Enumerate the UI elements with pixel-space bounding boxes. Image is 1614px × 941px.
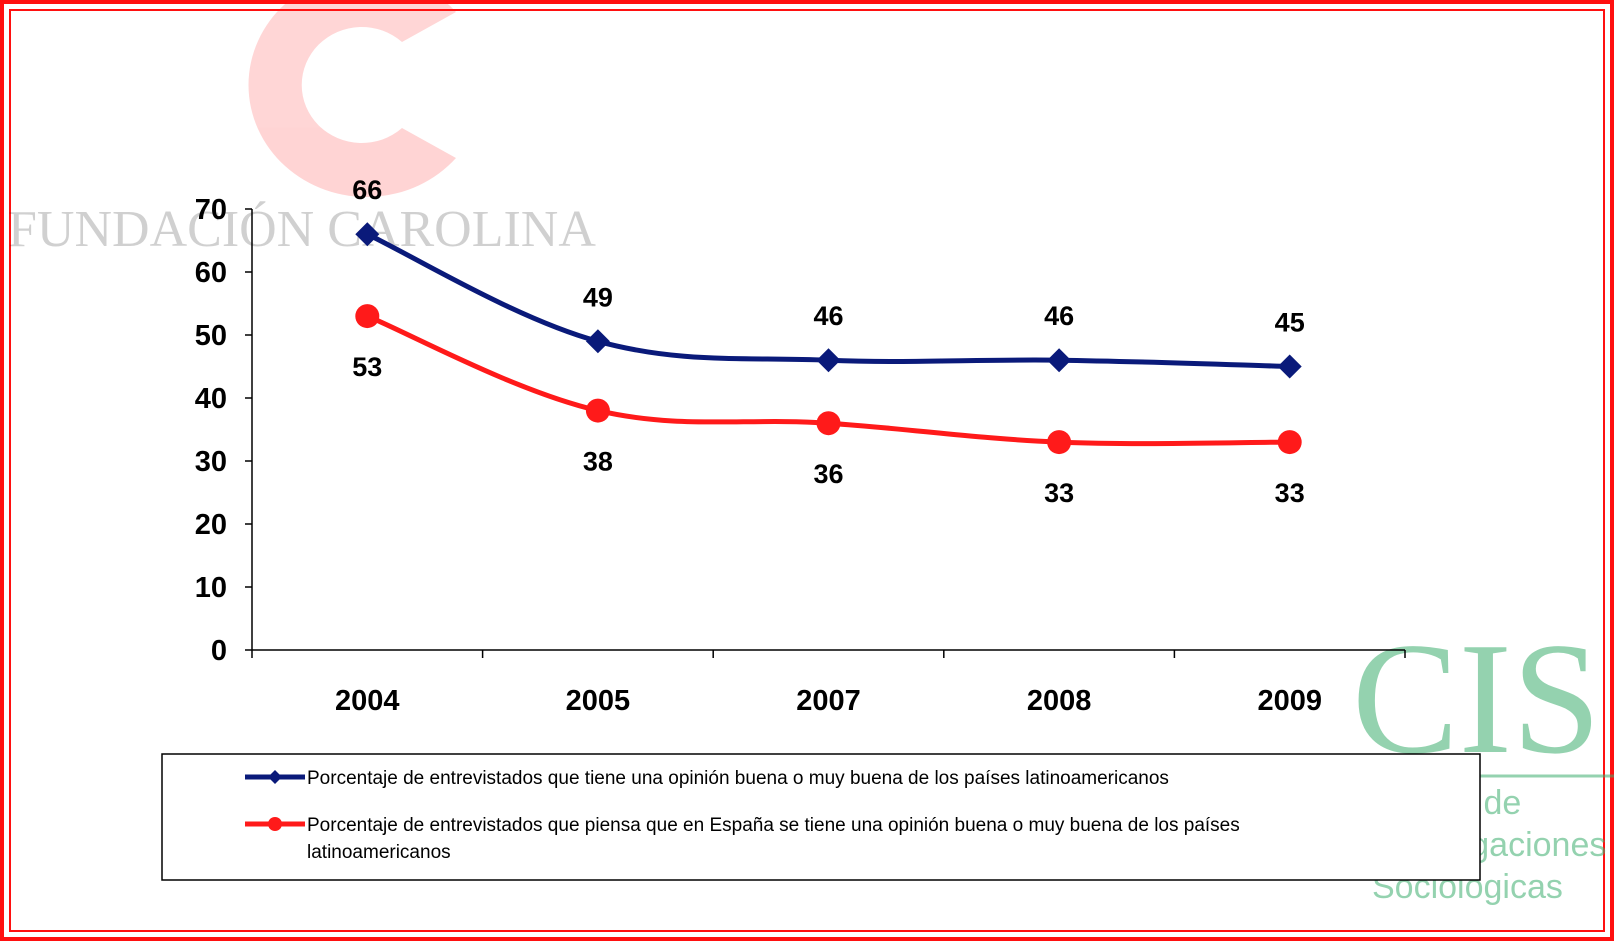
inner-red-frame bbox=[9, 9, 1605, 932]
y-tick-label: 50 bbox=[195, 320, 227, 352]
y-tick-label: 70 bbox=[195, 194, 227, 226]
series-1-point bbox=[585, 329, 610, 354]
series-2-point bbox=[1277, 430, 1302, 455]
legend: Porcentaje de entrevistados que tiene un… bbox=[161, 753, 1481, 881]
x-tick-label: 2005 bbox=[566, 685, 631, 717]
series-2-point bbox=[585, 398, 610, 423]
data-label: 53 bbox=[352, 352, 382, 382]
series-1-point bbox=[816, 348, 841, 373]
data-label: 46 bbox=[1044, 301, 1074, 331]
legend-marker-circle bbox=[268, 817, 282, 831]
legend-label: Porcentaje de entrevistados que piensa q… bbox=[307, 815, 1240, 836]
legend-box bbox=[161, 753, 1481, 881]
data-label: 38 bbox=[583, 447, 613, 477]
data-label: 36 bbox=[813, 459, 843, 489]
series-2-point bbox=[355, 304, 380, 329]
data-labels: 66 49 46 46 45 53 38 36 33 33 bbox=[352, 175, 1304, 508]
fundacion-carolina-logo: FUNDACIÓN CAROLINA bbox=[8, 0, 596, 258]
x-tick-label: 2008 bbox=[1027, 685, 1092, 717]
series-2-point bbox=[1047, 430, 1072, 455]
y-tick-label: 30 bbox=[195, 446, 227, 478]
data-label: 33 bbox=[1275, 478, 1305, 508]
data-label: 49 bbox=[583, 282, 613, 312]
x-tick-label: 2007 bbox=[796, 685, 861, 717]
y-tick-label: 40 bbox=[195, 383, 227, 415]
legend-label-continuation: latinoamericanos bbox=[307, 842, 451, 863]
data-label: 66 bbox=[352, 175, 382, 205]
x-tick-label: 2009 bbox=[1257, 685, 1322, 717]
axes: 0 10 20 30 40 50 60 70 2004 2005 2007 2008 2009 bbox=[195, 194, 1406, 717]
y-tick-label: 20 bbox=[195, 509, 227, 541]
series-layer bbox=[355, 222, 1302, 455]
y-tick-label: 0 bbox=[211, 635, 227, 667]
legend-marker-diamond bbox=[268, 770, 282, 784]
series-1-point bbox=[355, 222, 380, 247]
fundacion-carolina-c-mark bbox=[248, 0, 456, 197]
series-1-point bbox=[1047, 348, 1072, 373]
series-1-point bbox=[1277, 354, 1302, 379]
y-tick-label: 10 bbox=[195, 572, 227, 604]
legend-label: Porcentaje de entrevistados que tiene un… bbox=[307, 768, 1169, 789]
data-label: 33 bbox=[1044, 478, 1074, 508]
fundacion-carolina-wordmark: FUNDACIÓN CAROLINA bbox=[8, 200, 596, 258]
data-label: 45 bbox=[1275, 308, 1305, 338]
x-tick-label: 2004 bbox=[335, 685, 400, 717]
y-tick-label: 60 bbox=[195, 257, 227, 289]
series-2-point bbox=[816, 411, 841, 436]
data-label: 46 bbox=[813, 301, 843, 331]
